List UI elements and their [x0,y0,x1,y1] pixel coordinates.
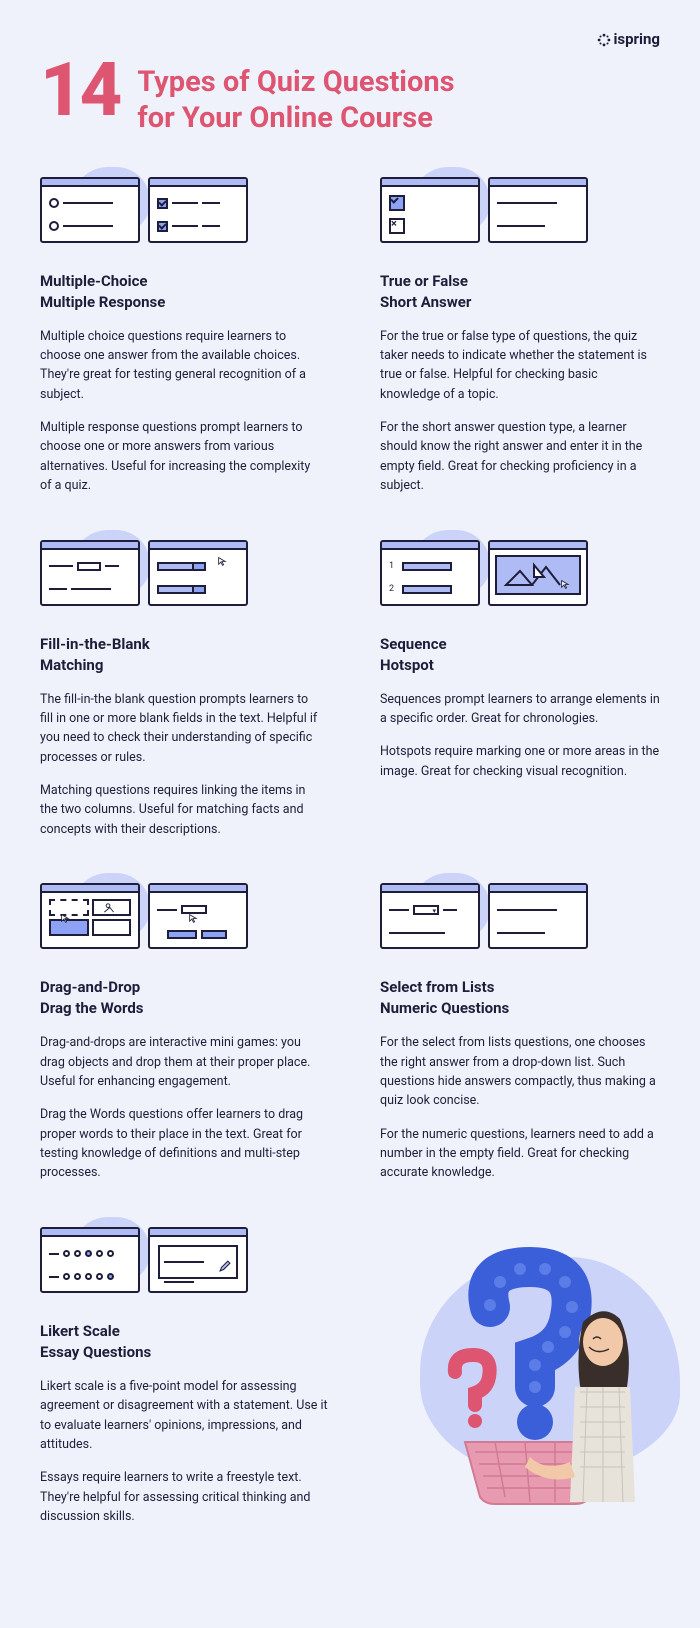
true-false-icon [380,177,480,243]
section-title: Select from ListsNumeric Questions [380,977,660,1019]
section-body-2: Multiple response questions prompt learn… [40,418,320,496]
section-body-2: For the short answer question type, a le… [380,418,660,496]
section-body-2: Matching questions requires linking the … [40,781,320,839]
header-number: 14 [40,58,119,125]
section-body-2: Drag the Words questions offer learners … [40,1105,320,1183]
essay-icon [148,1227,248,1293]
sequence-icon: 1 2 3 [380,540,480,606]
select-list-icon: ▾ ▾ [380,883,480,949]
section-fill-blank: Fill-in-the-BlankMatching The fill-in-th… [40,540,320,854]
section-title: True or FalseShort Answer [380,271,660,313]
numeric-icon: 123▴▾ [488,883,588,949]
matching-icon [148,540,248,606]
section-body-2: For the numeric questions, learners need… [380,1125,660,1183]
section-sequence: 1 2 3 SequenceHotspot Sequences prompt l… [380,540,660,854]
brand-text: ispring [613,30,660,48]
decorative-illustration [370,1227,660,1507]
fill-blank-icon [40,540,140,606]
section-title: Likert ScaleEssay Questions [40,1321,330,1363]
section-body-1: Drag-and-drops are interactive mini game… [40,1033,320,1091]
header-title-line2: for Your Online Course [137,101,433,135]
section-body-1: For the true or false type of questions,… [380,327,660,405]
multiple-choice-icon [40,177,140,243]
section-title: Fill-in-the-BlankMatching [40,634,320,676]
drag-drop-icon [40,883,140,949]
header-title-line1: Types of Quiz Questions [137,65,454,99]
section-title: SequenceHotspot [380,634,660,676]
page-header: 14 Types of Quiz Questions for Your Onli… [40,58,660,137]
header-title: Types of Quiz Questions for Your Online … [137,64,454,137]
footer-row: Likert ScaleEssay Questions Likert scale… [40,1227,660,1541]
section-likert: Likert ScaleEssay Questions Likert scale… [40,1227,330,1541]
section-body-1: Sequences prompt learners to arrange ele… [380,690,660,729]
section-title: Drag-and-DropDrag the Words [40,977,320,1019]
section-body-1: For the select from lists questions, one… [380,1033,660,1111]
section-body-1: The fill-in-the blank question prompts l… [40,690,320,768]
multiple-response-icon [148,177,248,243]
section-drag-drop: Drag-and-DropDrag the Words Drag-and-dro… [40,883,320,1197]
section-body-1: Multiple choice questions require learne… [40,327,320,405]
short-answer-icon: abc [488,177,588,243]
section-title: Multiple-ChoiceMultiple Response [40,271,320,313]
section-true-false: abc True or FalseShort Answer For the tr… [380,177,660,510]
section-body-2: Essays require learners to write a frees… [40,1468,330,1526]
sections-grid: Multiple-ChoiceMultiple Response Multipl… [40,177,660,1197]
hotspot-icon [488,540,588,606]
likert-icon [40,1227,140,1293]
brand-logo: ispring [40,30,660,48]
section-select-list: ▾ ▾ 123▴▾ Select from ListsNumeric Quest… [380,883,660,1197]
section-multiple-choice: Multiple-ChoiceMultiple Response Multipl… [40,177,320,510]
drag-words-icon [148,883,248,949]
section-body-1: Likert scale is a five-point model for a… [40,1377,330,1455]
section-body-2: Hotspots require marking one or more are… [380,742,660,781]
